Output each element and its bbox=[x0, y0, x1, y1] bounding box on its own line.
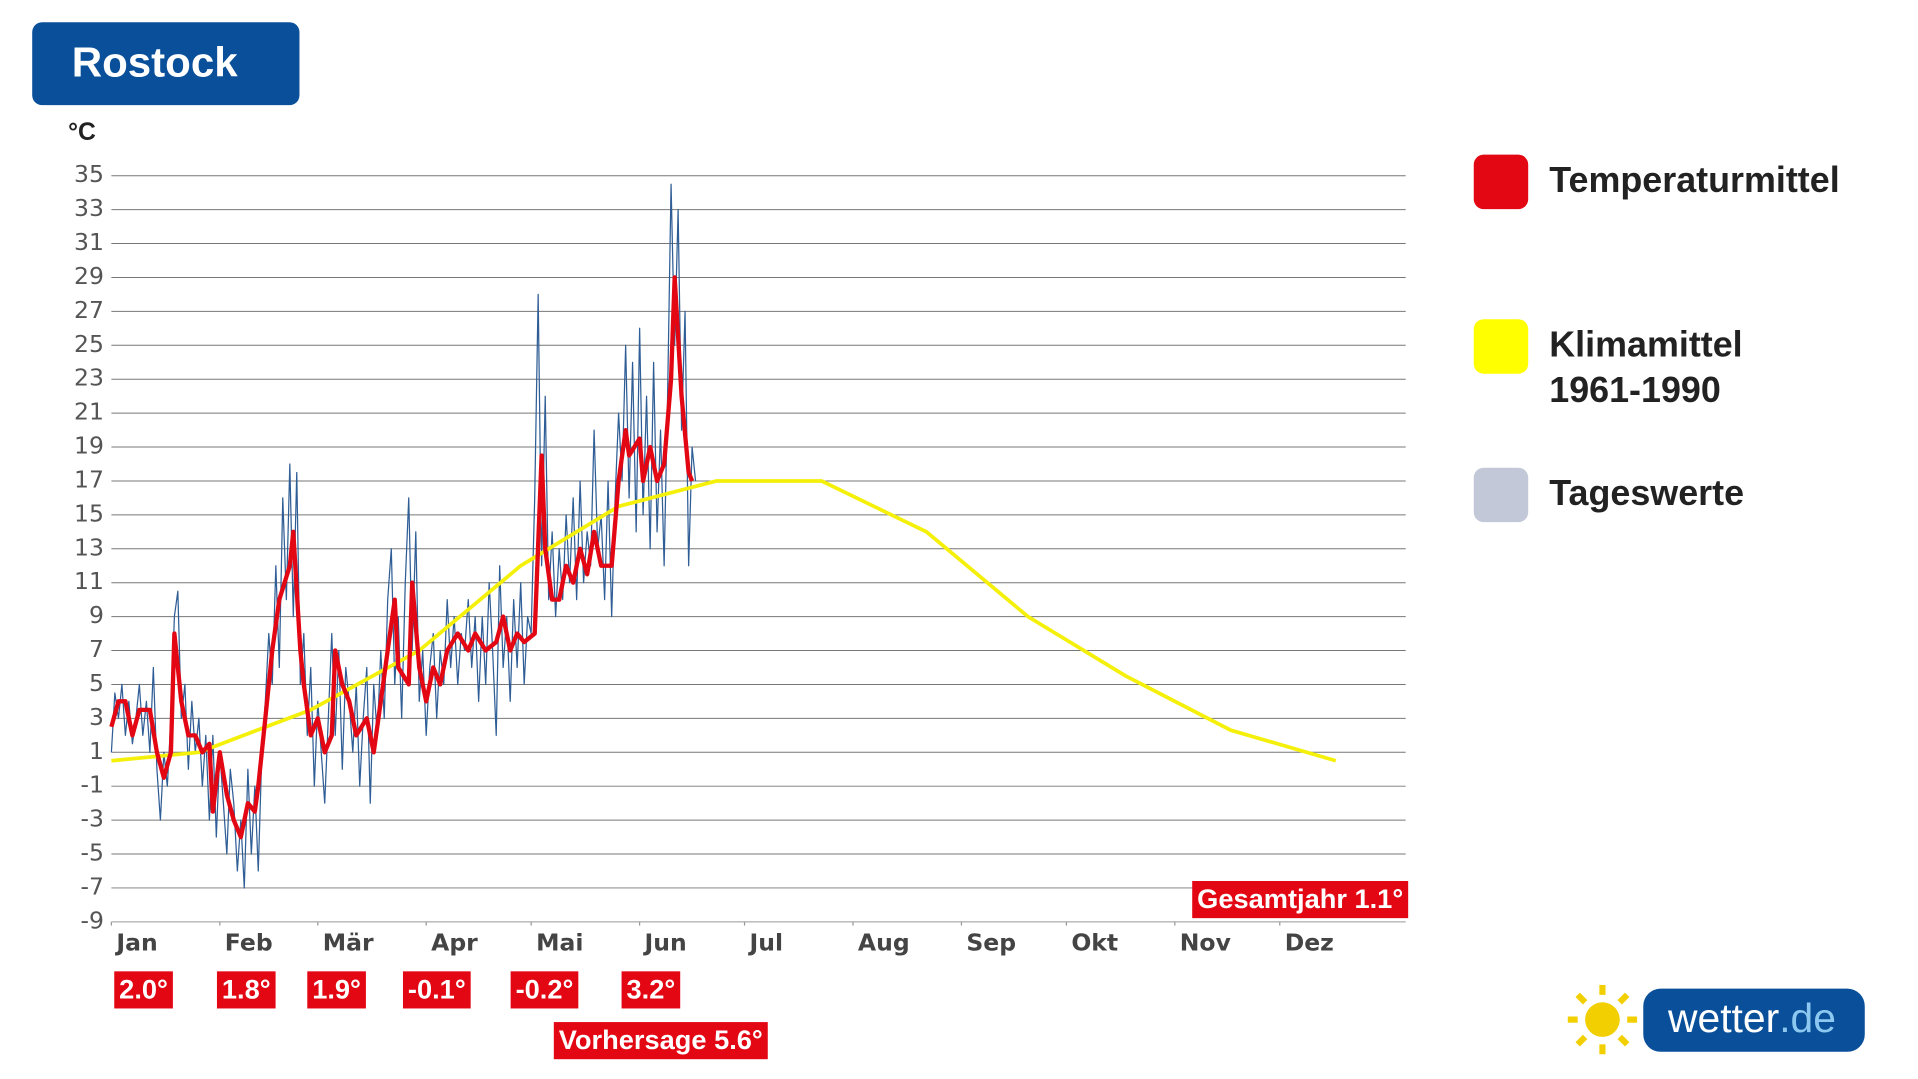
y-tick-label: 17 bbox=[74, 465, 104, 493]
y-tick-label: 7 bbox=[89, 635, 104, 663]
badge-label: -0.1° bbox=[408, 973, 466, 1004]
y-tick-label: 31 bbox=[74, 228, 104, 256]
badge-box bbox=[402, 971, 471, 1009]
series-line bbox=[109, 275, 695, 840]
badge: 1.9° bbox=[307, 971, 366, 1009]
badge-box bbox=[307, 971, 366, 1009]
legend-label: Temperaturmittel bbox=[1549, 160, 1840, 201]
badge: 2.0° bbox=[114, 971, 173, 1009]
y-tick-label: 33 bbox=[74, 194, 104, 222]
title-box bbox=[32, 22, 300, 106]
badge-box bbox=[553, 1022, 768, 1060]
series-line bbox=[110, 183, 697, 889]
badge-box bbox=[114, 971, 173, 1009]
y-tick-label: -9 bbox=[81, 906, 104, 934]
x-tick-label: Jul bbox=[748, 929, 784, 957]
y-tick-label: 5 bbox=[89, 669, 104, 697]
badge-label: Vorhersage 5.6° bbox=[559, 1024, 763, 1055]
y-tick-label: 21 bbox=[74, 398, 104, 426]
x-tick-label: Mai bbox=[536, 929, 583, 957]
badge: 1.8° bbox=[216, 971, 276, 1009]
y-tick-label: 9 bbox=[89, 601, 104, 629]
y-tick-label: 23 bbox=[74, 364, 104, 392]
y-axis-label: °C bbox=[68, 119, 96, 146]
legend-label: Klimamittel 1961-1990 bbox=[1549, 325, 1743, 411]
legend-item: Tageswerte bbox=[1549, 473, 1745, 514]
badge: Vorhersage 5.6° bbox=[553, 1022, 768, 1060]
x-tick-label: Okt bbox=[1071, 929, 1118, 957]
x-tick-label: Aug bbox=[858, 929, 910, 957]
badge: 3.2° bbox=[621, 971, 681, 1009]
x-tick-label: Jan bbox=[114, 929, 157, 957]
badge-label: 1.8° bbox=[222, 973, 271, 1004]
x-tick-label: Feb bbox=[225, 929, 273, 957]
y-tick-label: 25 bbox=[74, 330, 104, 358]
y-tick-label: 13 bbox=[74, 533, 104, 561]
legend-swatch bbox=[1473, 319, 1529, 374]
x-tick-label: Apr bbox=[431, 929, 478, 957]
y-tick-label: 3 bbox=[89, 703, 104, 731]
y-tick-label: -5 bbox=[81, 839, 104, 867]
badge: -0.1° bbox=[402, 971, 471, 1009]
badge-label: 1.9° bbox=[312, 973, 361, 1004]
y-tick-label: 19 bbox=[74, 432, 104, 460]
x-tick-label: Sep bbox=[966, 929, 1016, 957]
x-tick-label: Dez bbox=[1285, 929, 1334, 957]
y-tick-label: 27 bbox=[74, 296, 104, 324]
badge-box bbox=[216, 971, 276, 1009]
badge-box bbox=[1192, 881, 1409, 919]
badge-box bbox=[621, 971, 681, 1009]
legend-swatch bbox=[1473, 154, 1529, 210]
logo-text: wetter.de bbox=[1667, 995, 1836, 1041]
y-tick-label: -1 bbox=[81, 771, 104, 799]
legend-swatch bbox=[1473, 467, 1529, 523]
legend-item: Klimamittel 1961-1990 bbox=[1549, 325, 1743, 411]
badge-label: -0.2° bbox=[516, 973, 574, 1004]
legend-label: Tageswerte bbox=[1549, 473, 1745, 514]
x-tick-label: Jun bbox=[643, 929, 687, 957]
y-tick-label: 15 bbox=[74, 499, 104, 527]
x-tick-label: Nov bbox=[1180, 929, 1231, 957]
badge-label: 2.0° bbox=[119, 973, 168, 1004]
y-tick-label: 35 bbox=[74, 160, 104, 188]
y-tick-label: 11 bbox=[74, 567, 104, 595]
badge-label: 3.2° bbox=[627, 973, 676, 1004]
x-tick-label: Mär bbox=[323, 929, 374, 957]
y-tick-label: 29 bbox=[74, 262, 104, 290]
series-line bbox=[111, 479, 1337, 763]
badge-label: Gesamtjahr 1.1° bbox=[1197, 883, 1403, 914]
logo: wetter.de bbox=[1567, 984, 1865, 1055]
badge: Gesamtjahr 1.1° bbox=[1192, 881, 1409, 919]
y-tick-label: 1 bbox=[89, 737, 104, 765]
legend-item: Temperaturmittel bbox=[1549, 160, 1840, 201]
y-tick-label: -3 bbox=[81, 805, 104, 833]
badge-box bbox=[510, 971, 579, 1009]
chart-title: Rostock bbox=[72, 39, 239, 86]
badge: -0.2° bbox=[510, 971, 579, 1009]
y-tick-label: -7 bbox=[81, 872, 104, 900]
